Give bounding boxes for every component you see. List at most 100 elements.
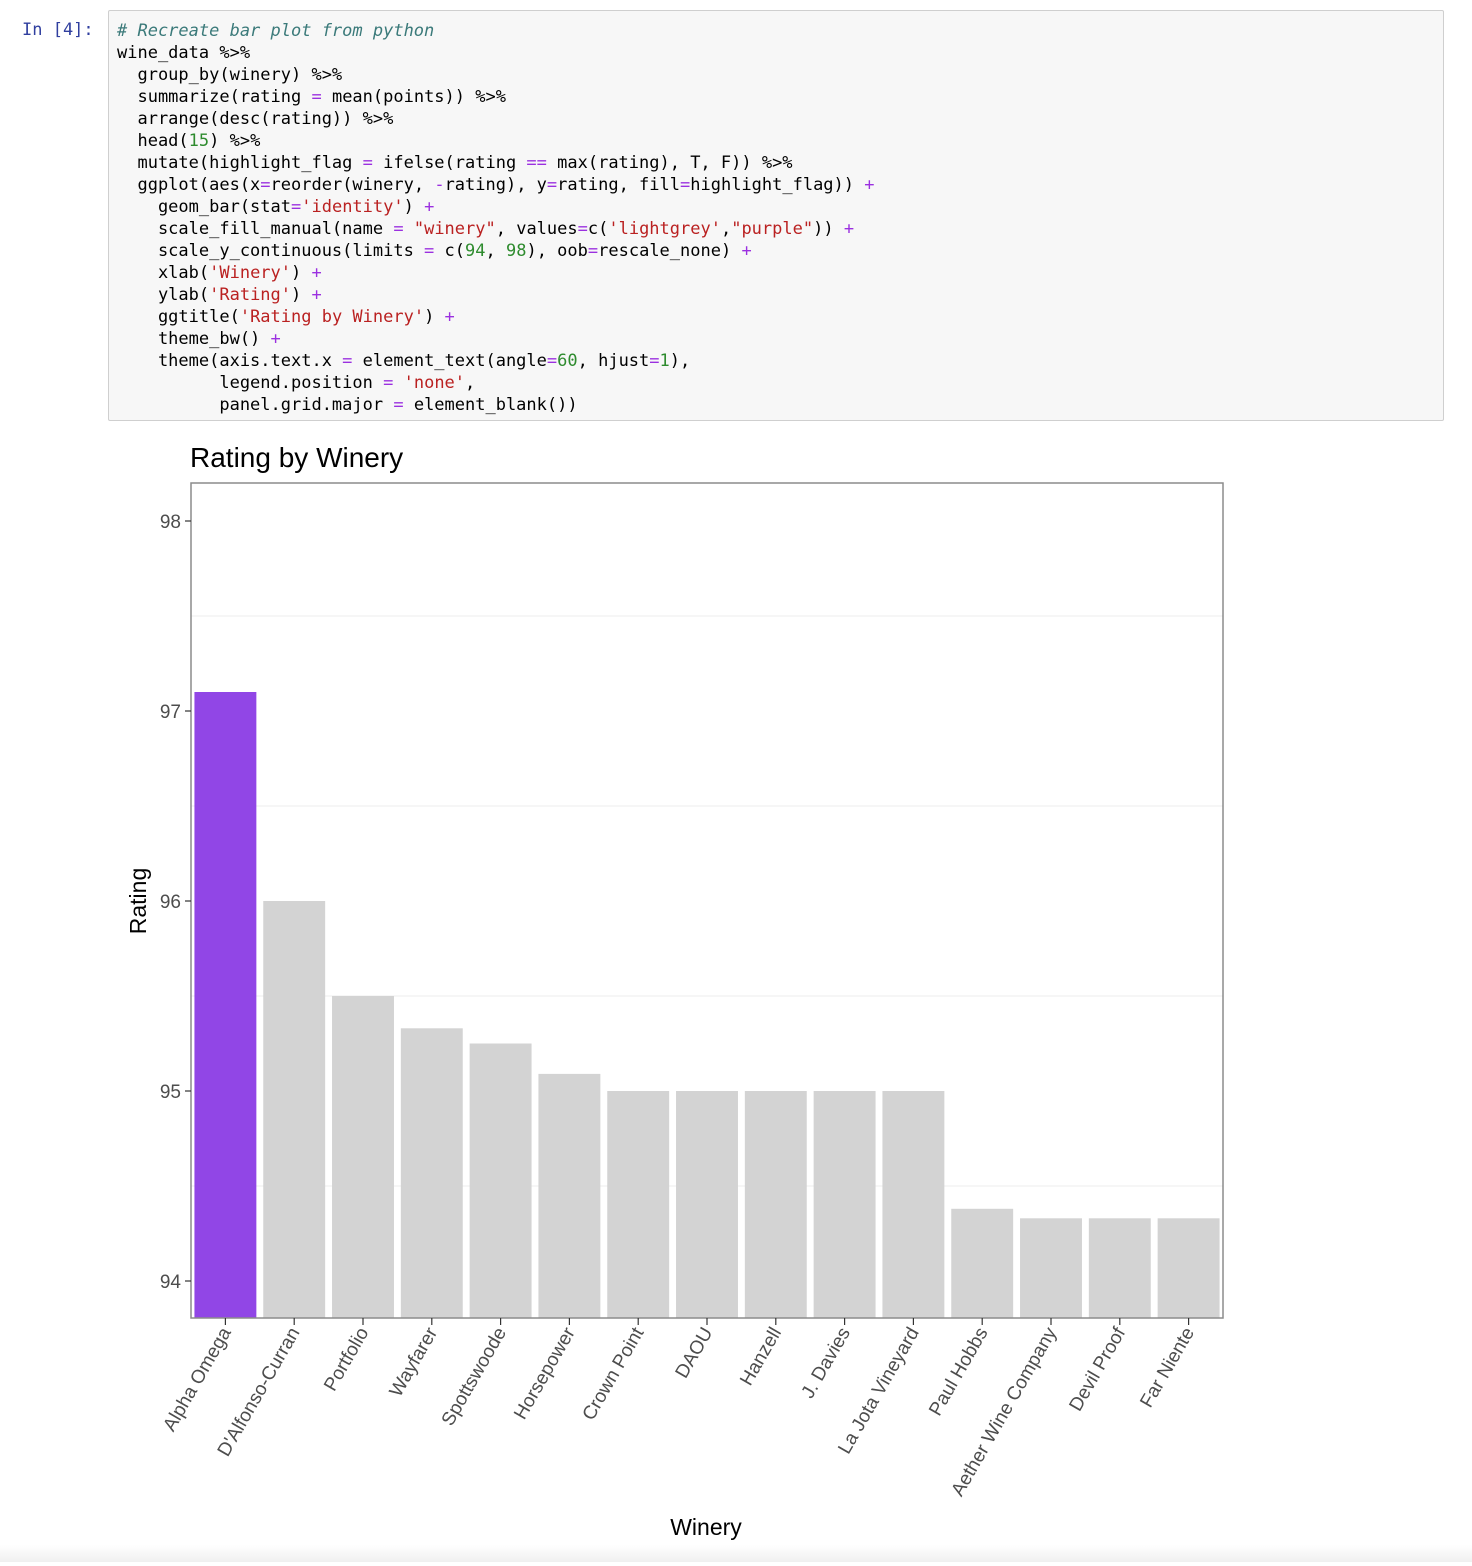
- code-token: +: [270, 329, 281, 349]
- chart-title: Rating by Winery: [190, 442, 403, 473]
- code-token: ==: [526, 153, 547, 173]
- code-line: scale_y_continuous(limits = c(94, 98), o…: [117, 240, 875, 262]
- code-token: =: [424, 241, 435, 261]
- cell-prompt: In [4]:: [22, 20, 94, 40]
- code-token: ): [291, 285, 312, 305]
- code-token: max(rating), T, F)) %>%: [546, 153, 793, 173]
- code-token: "winery": [413, 219, 496, 239]
- code-token: scale_fill_manual(name: [117, 219, 394, 239]
- code-line: geom_bar(stat='identity') +: [117, 196, 875, 218]
- code-token: =: [393, 395, 404, 415]
- code-token: 1: [659, 351, 670, 371]
- x-tick-label: Spottswoode: [438, 1324, 511, 1430]
- bar: [676, 1091, 738, 1318]
- x-tick-label: J. Davies: [798, 1324, 855, 1402]
- code-line: panel.grid.major = element_blank()): [117, 394, 875, 416]
- code-token: arrange(desc(rating)) %>%: [117, 109, 394, 129]
- code-token: +: [843, 219, 855, 239]
- code-line: scale_fill_manual(name = "winery", value…: [117, 218, 875, 240]
- y-tick-label: 98: [160, 512, 181, 533]
- code-token: ),: [669, 351, 691, 371]
- code-token: xlab(: [117, 263, 210, 283]
- code-line: ylab('Rating') +: [117, 284, 875, 306]
- scroll-edge: [0, 1545, 1472, 1562]
- code-token: =: [546, 351, 558, 371]
- code-token: summarize(rating: [117, 87, 312, 107]
- code-cell[interactable]: # Recreate bar plot from python wine_data…: [108, 10, 1444, 421]
- code-token: theme(axis.text.x: [117, 351, 343, 371]
- code-token: 'Winery': [209, 263, 292, 283]
- code-token: c(: [434, 241, 466, 261]
- bar: [194, 692, 257, 1318]
- code-token: =: [680, 175, 691, 195]
- code-token: ), oob: [526, 241, 588, 261]
- bar: [538, 1073, 601, 1318]
- x-tick-label: Portfolio: [320, 1324, 373, 1395]
- code-token: =: [546, 175, 558, 195]
- code-token: =: [577, 219, 588, 239]
- code-token: reorder(winery,: [270, 175, 435, 195]
- code-token: , values: [495, 219, 578, 239]
- code-token: ) %>%: [209, 131, 261, 151]
- code-token: +: [311, 263, 322, 283]
- code-token: 'Rating by Winery': [239, 307, 425, 327]
- bar: [1020, 1218, 1082, 1318]
- code-token: ggtitle(: [117, 307, 240, 327]
- code-token: =: [291, 197, 302, 217]
- y-tick-label: 97: [160, 702, 181, 723]
- code-line: ggtitle('Rating by Winery') +: [117, 306, 875, 328]
- y-tick-label: 96: [160, 892, 181, 913]
- x-tick-label: Hanzell: [736, 1324, 786, 1389]
- code-token: =: [362, 153, 373, 173]
- code-token: , hjust: [577, 351, 650, 371]
- code-token: +: [741, 241, 752, 261]
- code-token: mean(points)) %>%: [321, 87, 506, 107]
- code-token: rating), y: [444, 175, 547, 195]
- code-token: rating, fill: [557, 175, 680, 195]
- code-line: head(15) %>%: [117, 130, 875, 152]
- code-token: element_text(angle: [352, 351, 547, 371]
- x-tick-label: Devil Proof: [1065, 1323, 1130, 1415]
- code-token: ylab(: [117, 285, 210, 305]
- code-token: =: [649, 351, 660, 371]
- code-token: # Recreate bar plot from python: [117, 21, 435, 41]
- code-line: summarize(rating = mean(points)) %>%: [117, 86, 875, 108]
- code-token: )): [813, 219, 844, 239]
- code-token: geom_bar(stat: [117, 197, 291, 217]
- code-token: ): [291, 263, 312, 283]
- code-token: =: [587, 241, 599, 261]
- bar: [469, 1043, 532, 1318]
- code-line: theme_bw() +: [117, 328, 875, 350]
- chart-output: Rating by Winery 94 95 96 97 98 Alpha Omega D'…: [0, 425, 1472, 1562]
- code-token: element_blank()): [403, 395, 578, 415]
- code-token: ifelse(rating: [372, 153, 527, 173]
- code-line: ggplot(aes(x=reorder(winery, -rating), y…: [117, 174, 875, 196]
- code-token: 15: [188, 131, 210, 151]
- code-line: group_by(winery) %>%: [117, 64, 875, 86]
- code-token: legend.position: [117, 373, 384, 393]
- bar: [744, 1091, 807, 1318]
- bar: [332, 996, 394, 1318]
- code-token: rescale_none): [598, 241, 742, 261]
- code-token: ,: [465, 373, 476, 393]
- code-token: +: [444, 307, 455, 327]
- code-token: c(: [587, 219, 609, 239]
- code-token: ): [424, 307, 445, 327]
- code-token: 94: [465, 241, 486, 261]
- x-tick-label: Far Niente: [1136, 1324, 1199, 1411]
- code-line: # Recreate bar plot from python: [117, 20, 875, 42]
- code-token: [393, 373, 403, 393]
- y-tick-label: 94: [160, 1272, 182, 1293]
- code-line: theme(axis.text.x = element_text(angle=6…: [117, 350, 875, 372]
- code-token: highlight_flag)): [690, 175, 865, 195]
- code-line: xlab('Winery') +: [117, 262, 875, 284]
- code-token: +: [864, 175, 875, 195]
- x-axis-label: Winery: [670, 1514, 742, 1540]
- code-editor[interactable]: # Recreate bar plot from python wine_data…: [117, 20, 875, 416]
- code-token: "purple": [731, 219, 814, 239]
- code-line: arrange(desc(rating)) %>%: [117, 108, 875, 130]
- code-token: ,: [720, 219, 732, 239]
- code-line: mutate(highlight_flag = ifelse(rating ==…: [117, 152, 875, 174]
- code-token: ): [403, 197, 425, 217]
